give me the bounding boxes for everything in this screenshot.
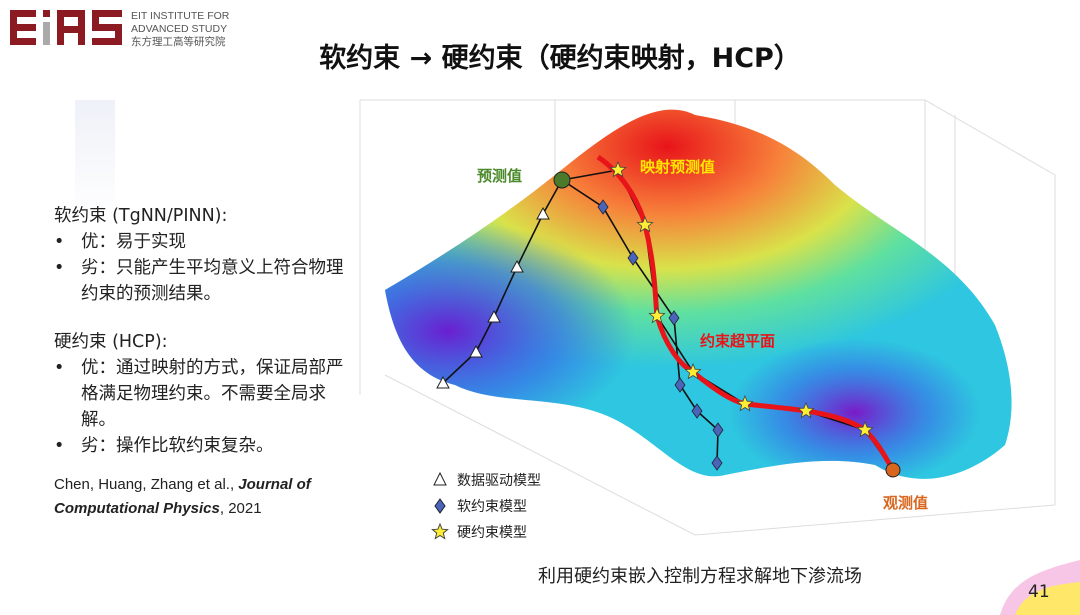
legend: 数据驱动模型 软约束模型 硬约束模型 bbox=[431, 471, 541, 541]
star-marker bbox=[609, 160, 627, 178]
hard-bullet: • 优：通过映射的方式，保证局部严格满足物理约束。不需要全局求解。 bbox=[54, 355, 344, 433]
predicted-point bbox=[553, 171, 571, 189]
hard-constraint-markers bbox=[609, 160, 874, 438]
star-marker bbox=[636, 215, 654, 233]
triangle-marker bbox=[510, 259, 524, 273]
citation-authors: Chen, Huang, Zhang et al., bbox=[54, 476, 239, 493]
legend-label: 数据驱动模型 bbox=[457, 473, 541, 489]
figure-caption: 利用硬约束嵌入控制方程求解地下渗流场 bbox=[538, 566, 862, 587]
bullet-dot: • bbox=[54, 232, 65, 252]
bullet-dot: • bbox=[54, 358, 65, 378]
observed-point bbox=[885, 462, 901, 478]
label-observed: 观测值 bbox=[883, 494, 928, 512]
corner-decoration bbox=[1000, 560, 1080, 615]
page-number: 41 bbox=[1028, 582, 1050, 602]
label-hyperplane: 约束超平面 bbox=[700, 332, 775, 350]
bullet-dot: • bbox=[54, 436, 65, 456]
diamond-marker bbox=[674, 377, 686, 393]
decorative-bar bbox=[75, 100, 115, 220]
citation: Chen, Huang, Zhang et al., Journal of Co… bbox=[54, 473, 344, 521]
star-marker bbox=[736, 394, 754, 412]
left-text-panel: 软约束 (TgNN/PINN): • 优：易于实现 • 劣：只能产生平均意义上符合物… bbox=[54, 203, 344, 521]
soft-constraint-markers bbox=[597, 199, 724, 471]
citation-journal: Journal of Computational Physics bbox=[54, 476, 311, 517]
surface-figure: 预测值 映射预测值 约束超平面 观测值 数据驱动模型 软约束模型 硬约束模型 bbox=[359, 99, 1056, 541]
bullet-text: 劣：只能产生平均意义上符合物理约束的预测结果。 bbox=[81, 258, 344, 304]
legend-label: 硬约束模型 bbox=[457, 525, 527, 541]
diamond-marker bbox=[597, 199, 609, 215]
bullet-text: 优：易于实现 bbox=[81, 232, 186, 252]
diamond-marker bbox=[712, 422, 724, 438]
bullet-text: 优：通过映射的方式，保证局部严格满足物理约束。不需要全局求解。 bbox=[81, 358, 344, 430]
logo-text: EIT INSTITUTE FOR ADVANCED STUDY 东方理工高等研… bbox=[131, 10, 229, 49]
bullet-dot: • bbox=[54, 258, 65, 278]
legend-triangle-icon bbox=[433, 471, 447, 486]
diamond-marker bbox=[711, 455, 723, 471]
hard-constraint-heading: 硬约束 (HCP): bbox=[54, 332, 168, 352]
diamond-marker bbox=[627, 250, 639, 266]
label-predicted: 预测值 bbox=[477, 167, 522, 185]
label-mapped: 映射预测值 bbox=[640, 158, 715, 176]
logo-line-3: 东方理工高等研究院 bbox=[131, 36, 226, 48]
diamond-marker bbox=[668, 310, 680, 326]
logo-line-1: EIT INSTITUTE FOR bbox=[131, 10, 230, 22]
logo-line-2: ADVANCED STUDY bbox=[131, 23, 228, 35]
soft-bullet: • 优：易于实现 bbox=[54, 229, 344, 255]
triangle-marker bbox=[487, 309, 501, 323]
soft-bullet: • 劣：只能产生平均意义上符合物理约束的预测结果。 bbox=[54, 255, 344, 307]
soft-constraint-heading: 软约束 (TgNN/PINN): bbox=[54, 206, 228, 226]
hard-bullet: • 劣：操作比软约束复杂。 bbox=[54, 433, 344, 459]
legend-label: 软约束模型 bbox=[457, 499, 527, 515]
data-driven-markers bbox=[436, 206, 550, 389]
bullet-text: 劣：操作比软约束复杂。 bbox=[81, 436, 274, 456]
star-marker bbox=[648, 306, 666, 324]
star-marker bbox=[797, 401, 815, 419]
eias-logo bbox=[10, 10, 122, 45]
legend-star-icon bbox=[431, 522, 449, 540]
triangle-marker bbox=[469, 344, 483, 358]
diamond-marker bbox=[691, 403, 703, 419]
triangle-marker bbox=[436, 375, 450, 389]
star-marker bbox=[684, 362, 702, 380]
star-marker bbox=[856, 420, 874, 438]
legend-diamond-icon bbox=[434, 498, 446, 514]
citation-year: , 2021 bbox=[219, 500, 262, 517]
triangle-marker bbox=[536, 206, 550, 220]
slide-title: 软约束 → 硬约束（硬约束映射，HCP） bbox=[319, 43, 801, 74]
